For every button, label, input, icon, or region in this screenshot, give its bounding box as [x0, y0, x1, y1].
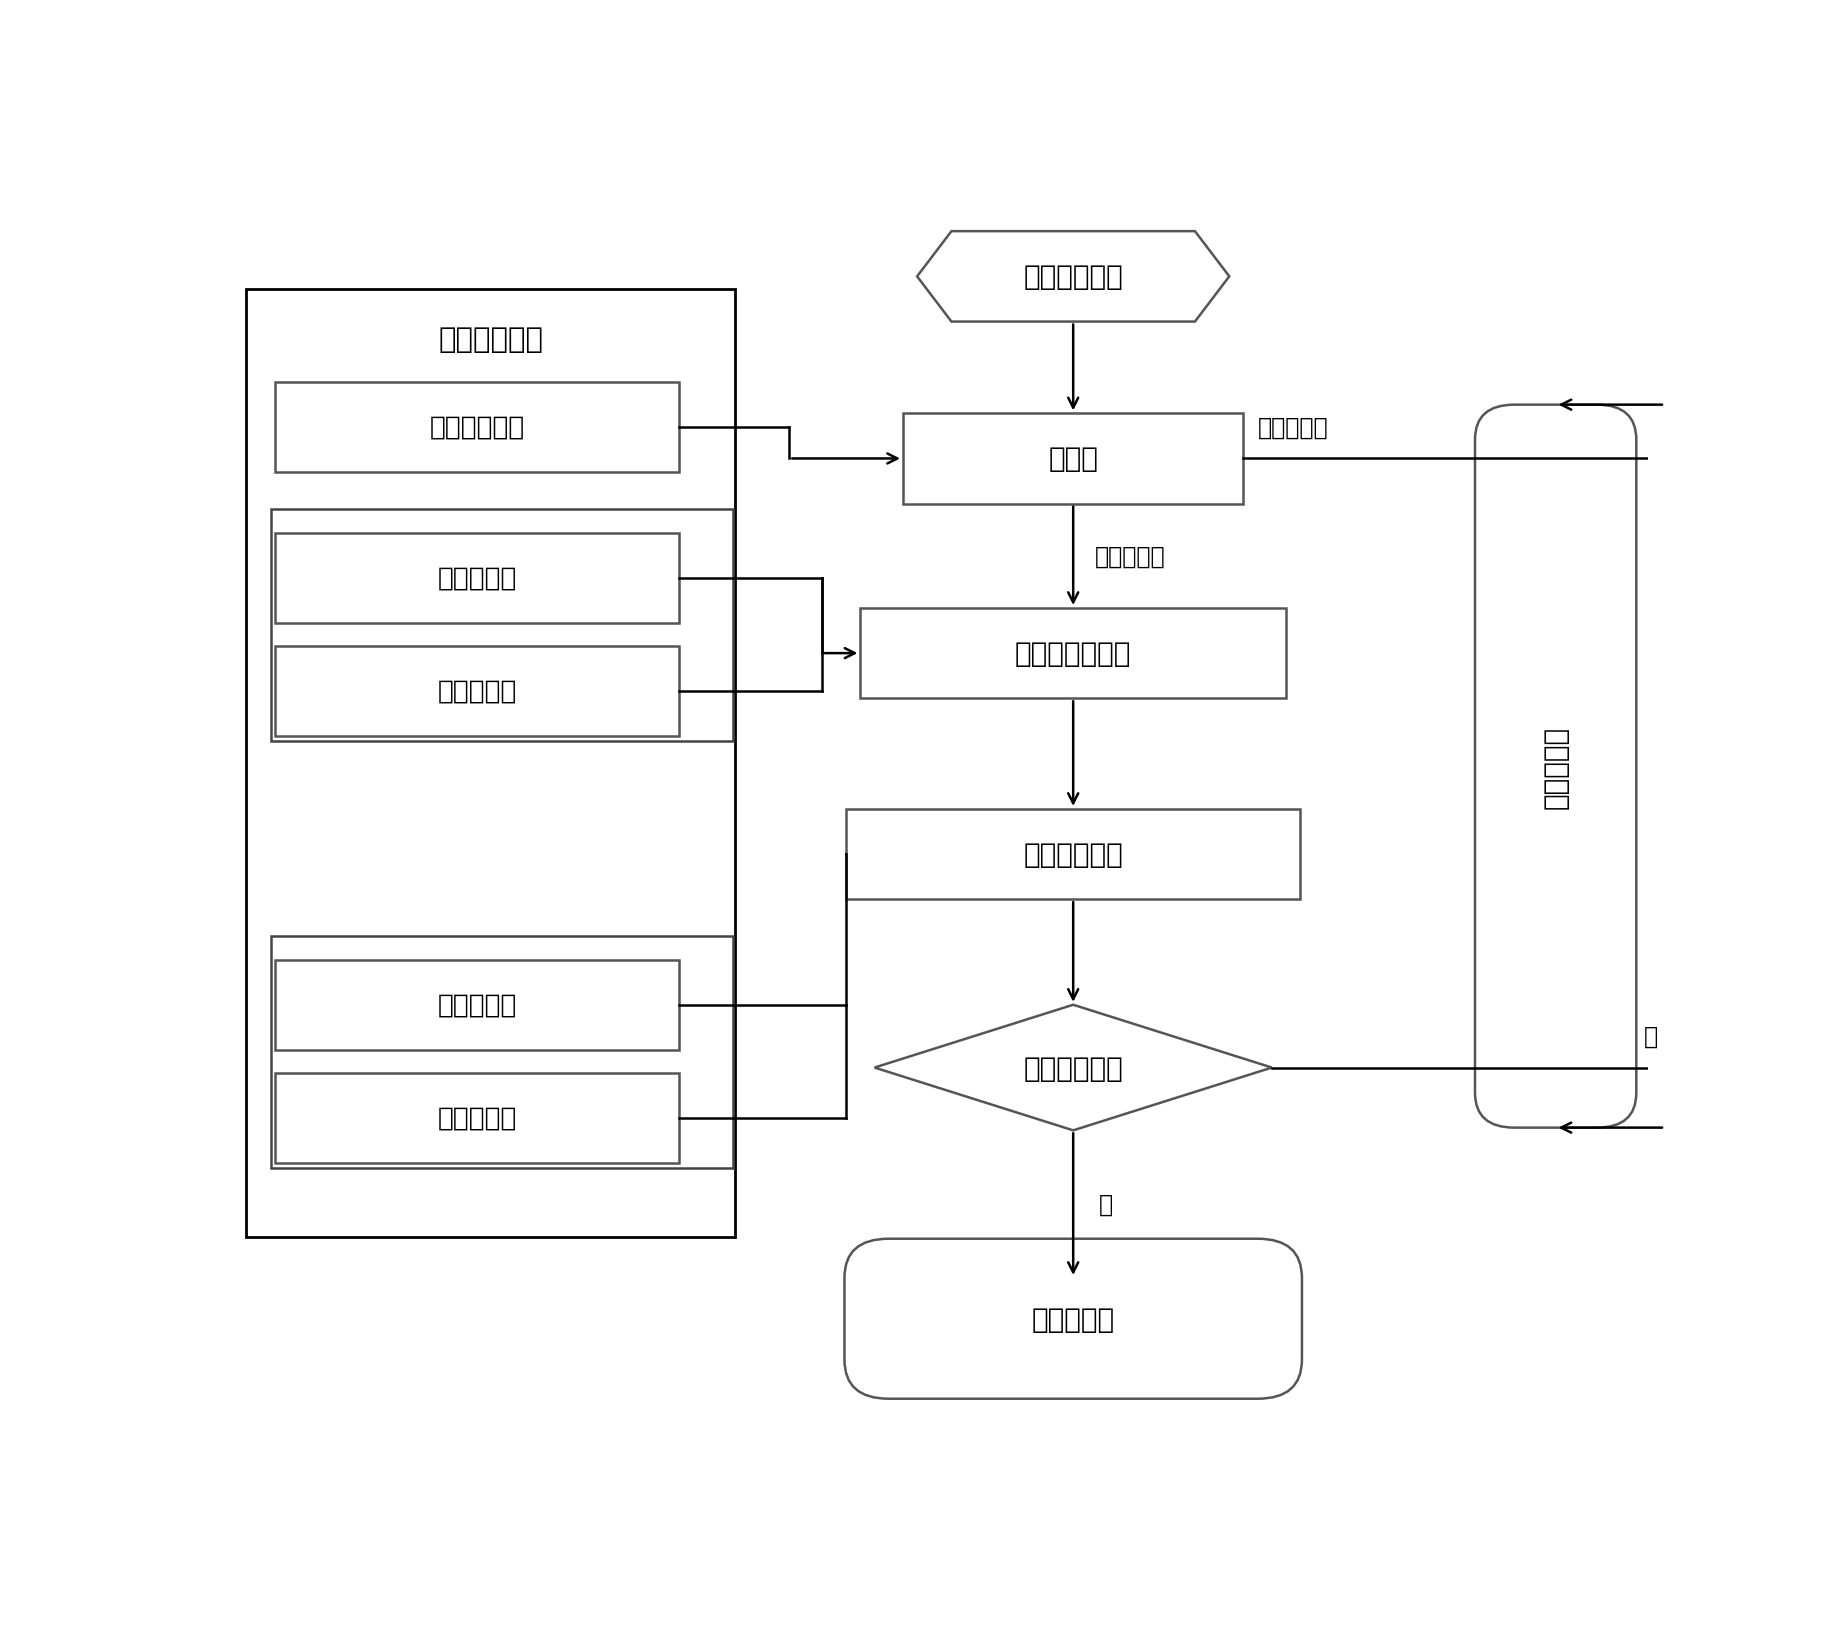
Bar — [274, 533, 679, 624]
Bar — [245, 290, 736, 1237]
Text: 待检测区域提取: 待检测区域提取 — [1014, 639, 1131, 668]
Text: 肤色预测模型: 肤色预测模型 — [430, 414, 525, 440]
Text: 有: 有 — [1098, 1193, 1113, 1216]
Text: 阴部鉴别器: 阴部鉴别器 — [437, 1105, 516, 1131]
Text: 乳晕检测器: 乳晕检测器 — [437, 566, 516, 592]
Bar — [271, 509, 732, 742]
Bar — [274, 645, 679, 737]
Bar — [274, 383, 679, 473]
Text: 输入彩色图像: 输入彩色图像 — [1023, 262, 1122, 292]
Text: 敏感部位检测: 敏感部位检测 — [1023, 841, 1122, 869]
Text: 阴部检测器: 阴部检测器 — [437, 678, 516, 704]
Text: 有肤色区域: 有肤色区域 — [1094, 544, 1164, 569]
Polygon shape — [917, 231, 1228, 323]
Polygon shape — [875, 1006, 1272, 1131]
Text: 模型训练阶段: 模型训练阶段 — [437, 326, 544, 354]
Text: 非色情图像: 非色情图像 — [1541, 725, 1568, 808]
Text: 无: 无 — [1643, 1025, 1656, 1048]
Text: 乳晕鉴别器: 乳晕鉴别器 — [437, 993, 516, 1019]
Text: 预处理: 预处理 — [1049, 445, 1098, 473]
Bar — [860, 608, 1285, 699]
Bar — [274, 1073, 679, 1164]
Bar — [902, 414, 1243, 504]
Bar — [274, 960, 679, 1050]
Text: 有敏感部位？: 有敏感部位？ — [1023, 1055, 1122, 1082]
Bar — [271, 936, 732, 1169]
FancyBboxPatch shape — [1475, 406, 1636, 1128]
Text: 是色情图像: 是色情图像 — [1030, 1306, 1114, 1333]
Bar — [845, 810, 1299, 900]
Text: 无肤色区域: 无肤色区域 — [1257, 416, 1327, 440]
FancyBboxPatch shape — [844, 1239, 1301, 1399]
